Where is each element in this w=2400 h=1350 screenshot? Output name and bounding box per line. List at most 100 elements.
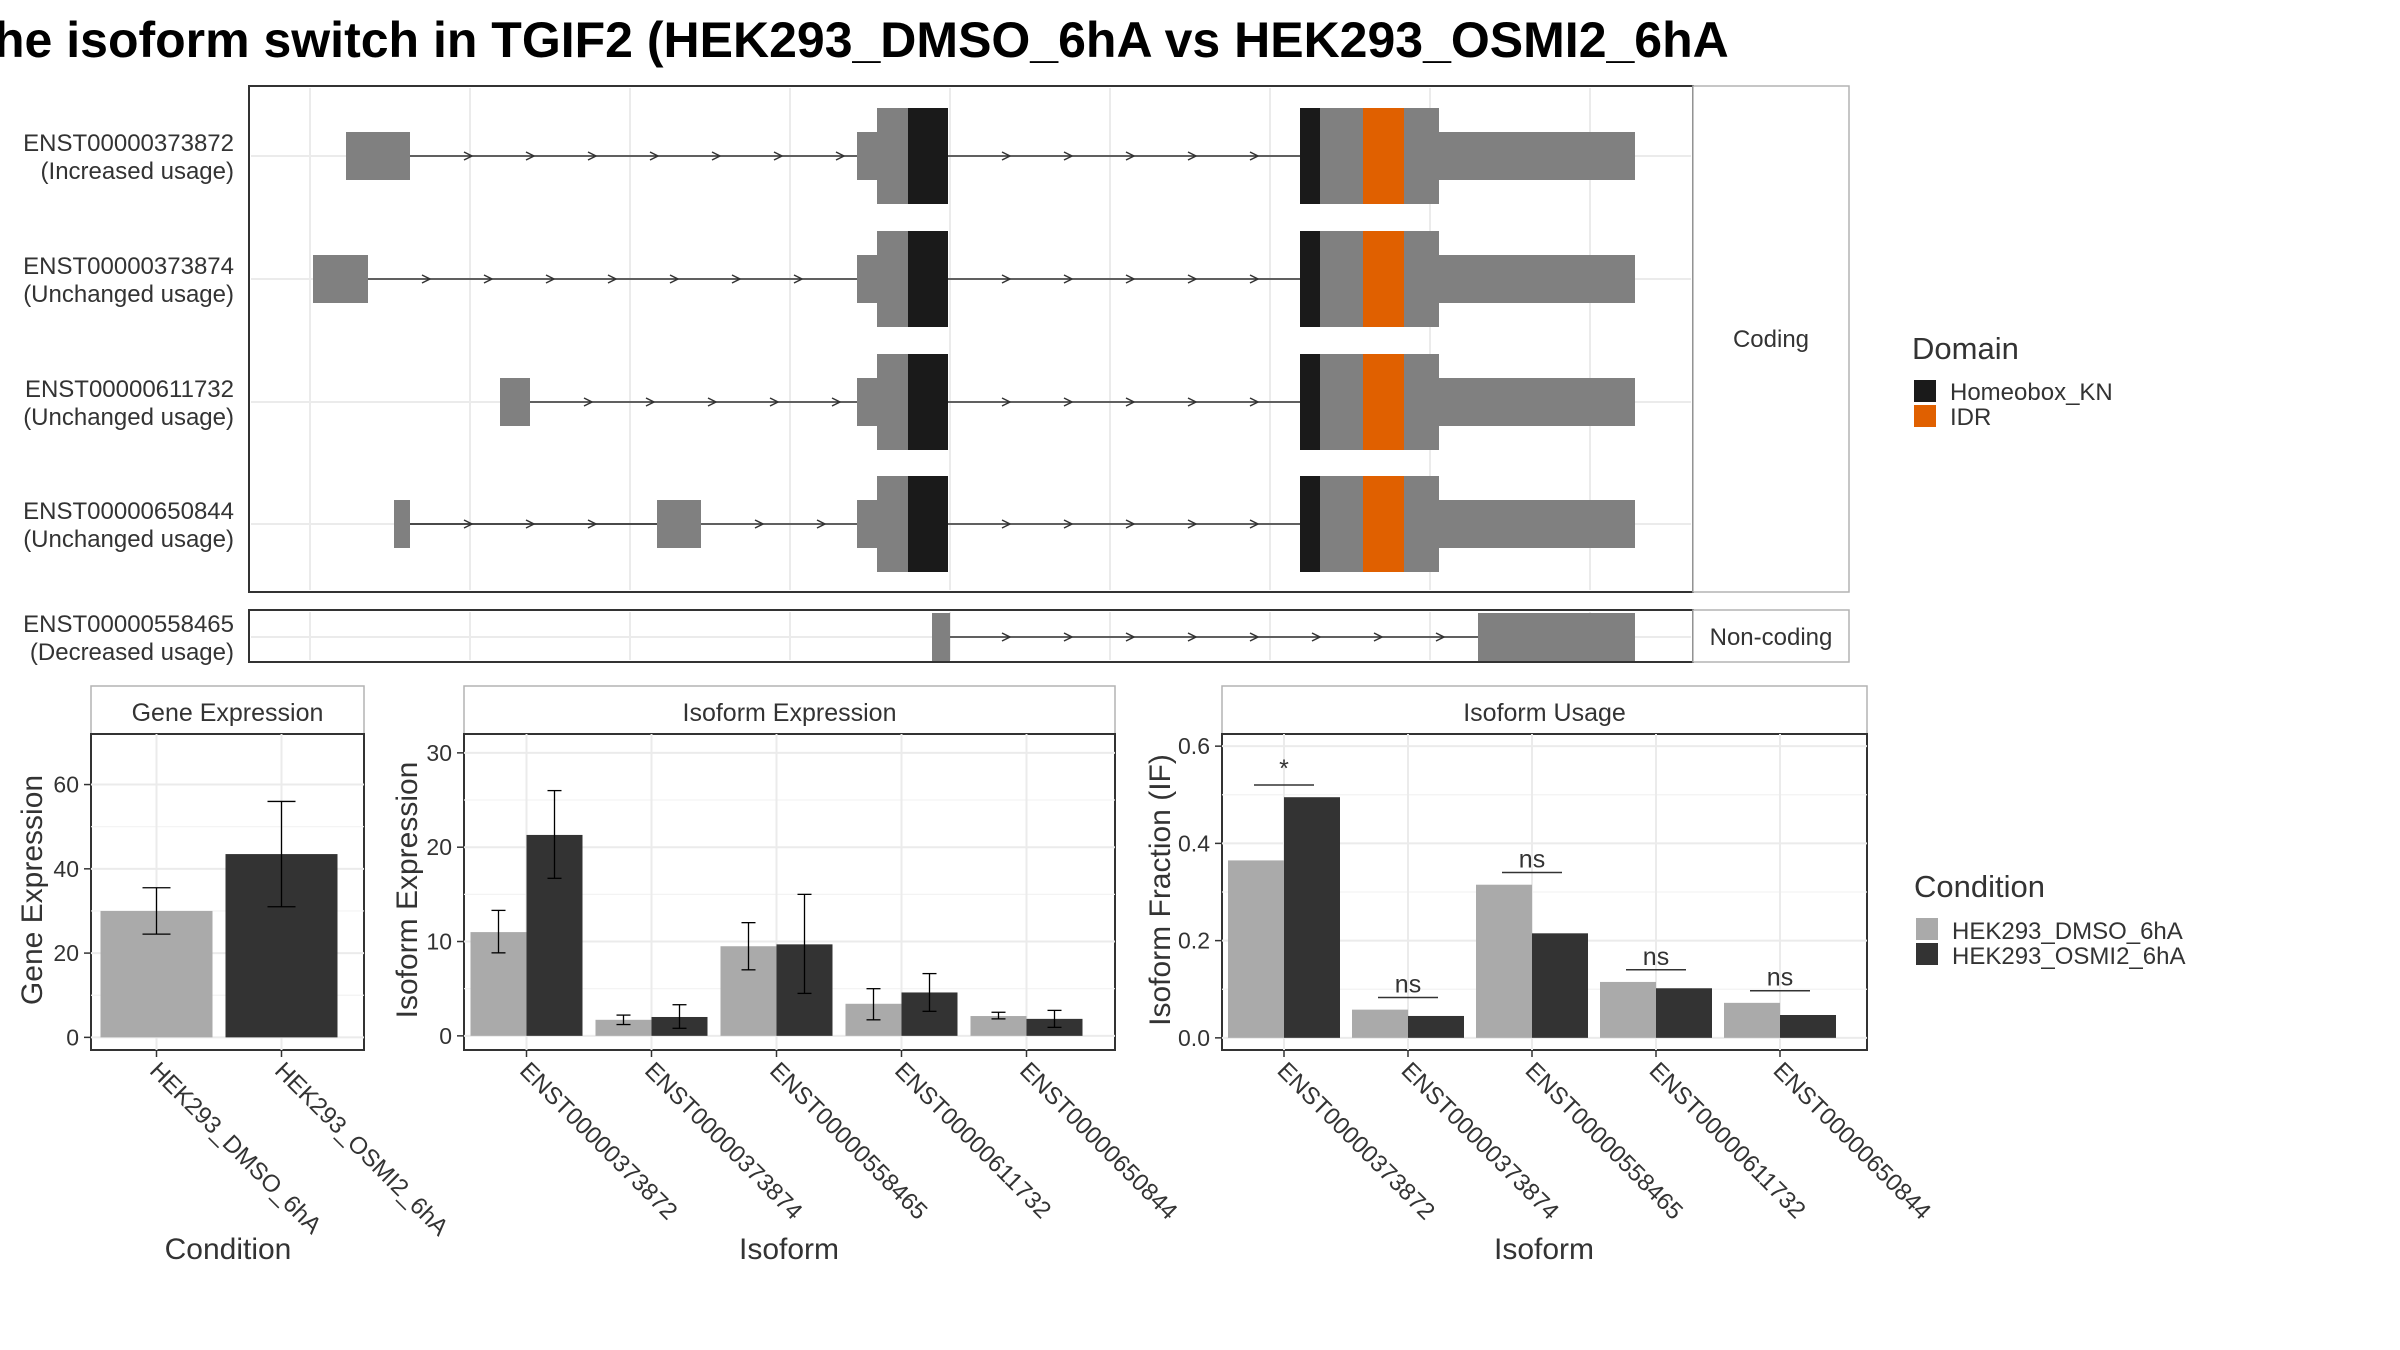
- exon-cds: [877, 108, 908, 204]
- transcript-id-label: ENST00000611732: [25, 376, 234, 403]
- y-tick-label: 0.2: [1178, 928, 1210, 954]
- intron-arrow: [793, 274, 804, 284]
- y-tick-label: 30: [426, 740, 452, 766]
- bar: [1600, 981, 1656, 1038]
- domain-idr: [1363, 476, 1404, 572]
- exon-cds: [1404, 476, 1439, 572]
- y-axis-title: Isoform Fraction (IF): [1144, 754, 1177, 1026]
- intron-arrow: [1187, 397, 1198, 407]
- exon-utr: [1439, 132, 1635, 180]
- transcript-usage-label: (Increased usage): [41, 158, 234, 185]
- intron-arrow: [463, 151, 474, 161]
- intron-arrow: [835, 151, 846, 161]
- panel-strip: [1221, 685, 1868, 735]
- transcript-id-label: ENST00000558465: [23, 611, 234, 638]
- legend-label-homeobox: Homeobox_KN: [1950, 379, 2113, 406]
- intron-arrow: [483, 274, 494, 284]
- exon-cds: [877, 354, 908, 450]
- intron-arrow: [1001, 632, 1012, 642]
- intron-arrow: [731, 274, 742, 284]
- intron-arrow: [711, 151, 722, 161]
- legend-key-idr: [1914, 405, 1936, 427]
- domain-legend-title: Domain: [1912, 331, 2019, 366]
- exon-noncoding: [932, 613, 950, 661]
- noncoding-strip: [1692, 609, 1850, 663]
- gene-expression-chart: Gene Expression0204060HEK293_DMSO_6hAHEK…: [16, 685, 453, 1266]
- domain-idr: [1363, 354, 1404, 450]
- intron-arrow: [607, 274, 618, 284]
- intron-arrow: [816, 519, 827, 529]
- domain-idr: [1363, 231, 1404, 327]
- exon-cds: [1320, 354, 1363, 450]
- intron-arrow: [463, 519, 474, 529]
- panel-title: Gene Expression: [132, 699, 324, 727]
- x-axis-title: Condition: [165, 1233, 292, 1266]
- exon-cds: [1404, 108, 1439, 204]
- y-tick-label: 0: [439, 1023, 452, 1049]
- transcript-usage-label: (Decreased usage): [30, 639, 234, 666]
- noncoding-strip-label: Non-coding: [1710, 624, 1833, 651]
- y-axis-title: Isoform Expression: [391, 762, 424, 1019]
- intron-arrow: [1249, 274, 1260, 284]
- condition-legend-title: Condition: [1914, 869, 2045, 904]
- intron-arrow: [1435, 632, 1446, 642]
- y-tick-label: 0: [66, 1024, 79, 1050]
- bar: [1228, 860, 1284, 1038]
- exon-noncoding: [1478, 613, 1635, 661]
- intron-arrow: [525, 519, 536, 529]
- significance-label: ns: [1395, 970, 1421, 998]
- y-tick-label: 10: [426, 929, 452, 955]
- intron-arrow: [1125, 151, 1136, 161]
- transcript-id-label: ENST00000373872: [23, 130, 234, 157]
- intron-arrow: [707, 397, 718, 407]
- isoform-usage-chart: Isoform Usage0.00.20.40.6*nsnsnsnsENST00…: [1144, 685, 1936, 1266]
- exon-utr: [657, 500, 701, 548]
- intron-arrow: [773, 151, 784, 161]
- intron-arrow: [754, 519, 765, 529]
- intron-arrow: [1001, 397, 1012, 407]
- panel-title: Isoform Usage: [1463, 699, 1626, 727]
- y-axis-title: Gene Expression: [16, 775, 49, 1005]
- intron-arrow: [1125, 519, 1136, 529]
- exon-utr: [313, 255, 368, 303]
- y-tick-label: 60: [53, 772, 79, 798]
- bar: [1532, 933, 1588, 1038]
- exon-utr: [857, 378, 877, 426]
- domain-legend: Domain Homeobox_KN IDR: [1912, 331, 2113, 431]
- exon-cds: [877, 476, 908, 572]
- significance-label: ns: [1767, 964, 1793, 992]
- legend-key-osmi2: [1916, 943, 1938, 965]
- significance-label: ns: [1643, 943, 1669, 971]
- transcript-usage-label: (Unchanged usage): [23, 281, 234, 308]
- legend-label-osmi2: HEK293_OSMI2_6hA: [1952, 943, 2185, 970]
- transcript-usage-label: (Unchanged usage): [23, 526, 234, 553]
- legend-key-dmso: [1916, 918, 1938, 940]
- intron-arrow: [1249, 632, 1260, 642]
- intron-arrow: [1125, 632, 1136, 642]
- intron-arrow: [1249, 151, 1260, 161]
- bar: [1352, 1009, 1408, 1038]
- condition-legend: Condition HEK293_DMSO_6hA HEK293_OSMI2_6…: [1914, 869, 2185, 970]
- intron-arrow: [1187, 151, 1198, 161]
- domain-homeobox: [1300, 476, 1320, 572]
- intron-arrow: [1125, 274, 1136, 284]
- bar: [1724, 1002, 1780, 1038]
- transcript-id-label: ENST00000373874: [23, 253, 234, 280]
- exon-utr: [1439, 255, 1635, 303]
- panel-title: Isoform Expression: [683, 699, 897, 727]
- intron-arrow: [525, 151, 536, 161]
- exon-cds: [1404, 231, 1439, 327]
- intron-arrow: [1187, 519, 1198, 529]
- intron-arrow: [545, 274, 556, 284]
- intron-arrow: [1063, 397, 1074, 407]
- bar: [970, 1016, 1027, 1036]
- intron-arrow: [583, 397, 594, 407]
- bar: [1284, 797, 1340, 1038]
- bar: [1780, 1014, 1836, 1038]
- intron-arrow: [1001, 151, 1012, 161]
- transcript-id-label: ENST00000650844: [23, 498, 234, 525]
- intron-arrow: [669, 274, 680, 284]
- intron-arrow: [1063, 519, 1074, 529]
- intron-arrow: [1063, 151, 1074, 161]
